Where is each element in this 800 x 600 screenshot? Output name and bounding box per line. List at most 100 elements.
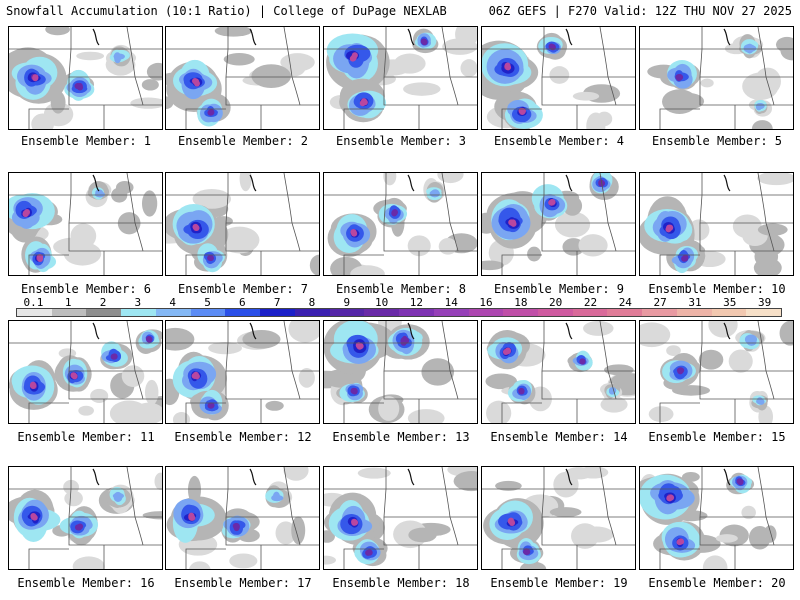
ensemble-member-map	[481, 172, 636, 276]
member-caption: Ensemble Member: 4	[493, 134, 625, 148]
snowfall-map	[640, 321, 793, 423]
color-swatch	[538, 309, 573, 316]
member-caption: Ensemble Member: 11	[17, 430, 155, 444]
color-scale-label: 39	[757, 296, 772, 309]
color-swatch	[294, 309, 330, 316]
snowfall-map	[640, 27, 793, 129]
member-caption: Ensemble Member: 5	[651, 134, 783, 148]
ensemble-member-map	[481, 320, 636, 424]
member-caption: Ensemble Member: 10	[648, 282, 786, 296]
ensemble-member-map	[323, 320, 478, 424]
ensemble-member-map	[165, 320, 320, 424]
ensemble-member-map	[8, 320, 163, 424]
color-scale-label: 24	[618, 296, 632, 309]
color-scale-label: 31	[688, 296, 702, 309]
color-scale-label: 8	[308, 296, 316, 309]
member-caption: Ensemble Member: 2	[177, 134, 309, 148]
color-swatch	[190, 309, 226, 316]
snowfall-map	[9, 173, 162, 275]
color-scale-label: 6	[239, 296, 246, 309]
ensemble-member-map	[481, 466, 636, 570]
color-scale-label: 14	[444, 296, 458, 309]
color-swatch	[468, 309, 504, 316]
color-scale-label: 18	[514, 296, 528, 309]
color-scale-label: 27	[653, 296, 667, 309]
snowfall-map	[9, 321, 162, 423]
member-caption: Ensemble Member: 7	[177, 282, 309, 296]
color-scale-label: 7	[273, 296, 281, 309]
snowfall-map	[482, 321, 635, 423]
color-swatch	[155, 309, 191, 316]
member-caption: Ensemble Member: 6	[20, 282, 152, 296]
member-caption: Ensemble Member: 9	[493, 282, 625, 296]
snowfall-map	[324, 173, 477, 275]
snowfall-map	[166, 321, 319, 423]
snowfall-map	[640, 467, 793, 569]
ensemble-member-map	[8, 26, 163, 130]
snowfall-map	[324, 467, 477, 569]
model-run-info: 06Z GEFS | F270 Valid: 12Z THU NOV 27 20…	[488, 4, 792, 18]
color-swatch	[642, 309, 677, 316]
color-swatch	[329, 309, 365, 316]
color-scale-label: 12	[409, 296, 424, 309]
snowfall-map	[482, 173, 635, 275]
color-swatch	[572, 309, 608, 316]
color-scale-label: 1	[64, 296, 72, 309]
snowfall-map	[482, 467, 635, 569]
ensemble-member-map	[323, 466, 478, 570]
color-swatch	[433, 309, 469, 316]
ensemble-member-map	[8, 172, 163, 276]
snowfall-map	[166, 27, 319, 129]
color-scale-label: 9	[343, 296, 351, 309]
snowfall-map	[9, 467, 162, 569]
color-swatch	[503, 309, 539, 316]
snowfall-map	[324, 27, 477, 129]
member-caption: Ensemble Member: 12	[174, 430, 312, 444]
chart-title: Snowfall Accumulation (10:1 Ratio) | Col…	[6, 4, 447, 18]
color-scale-label: 4	[169, 296, 176, 309]
member-caption: Ensemble Member: 19	[490, 576, 628, 590]
member-caption: Ensemble Member: 3	[335, 134, 467, 148]
color-scale-label: 10	[374, 296, 389, 309]
color-scale-label: 16	[479, 296, 493, 309]
ensemble-member-map	[8, 466, 163, 570]
member-caption: Ensemble Member: 13	[332, 430, 470, 444]
color-swatch	[607, 309, 643, 316]
color-swatch	[364, 309, 400, 316]
color-scale-label: 35	[723, 296, 737, 309]
color-swatch	[225, 309, 261, 316]
snowfall-map	[482, 27, 635, 129]
color-swatch	[711, 309, 747, 316]
member-caption: Ensemble Member: 14	[490, 430, 628, 444]
color-scale-bar	[16, 308, 782, 317]
snowfall-map	[166, 467, 319, 569]
snowfall-map	[166, 173, 319, 275]
ensemble-member-map	[165, 172, 320, 276]
member-caption: Ensemble Member: 17	[174, 576, 312, 590]
ensemble-member-map	[639, 466, 794, 570]
ensemble-member-map	[165, 26, 320, 130]
color-scale-label: 3	[134, 296, 142, 309]
ensemble-member-map	[639, 320, 794, 424]
color-swatch	[86, 309, 122, 316]
member-caption: Ensemble Member: 16	[17, 576, 155, 590]
snowfall-map	[640, 173, 793, 275]
member-caption: Ensemble Member: 15	[648, 430, 786, 444]
ensemble-member-map	[481, 26, 636, 130]
ensemble-member-map	[323, 26, 478, 130]
member-caption: Ensemble Member: 8	[335, 282, 467, 296]
color-swatch	[17, 309, 52, 316]
color-swatch	[399, 309, 434, 316]
color-scale-label: 0.1	[23, 296, 44, 309]
color-swatch	[746, 309, 782, 316]
ensemble-member-map	[323, 172, 478, 276]
color-scale-label: 22	[583, 296, 598, 309]
color-swatch	[260, 309, 295, 316]
member-caption: Ensemble Member: 1	[20, 134, 152, 148]
color-swatch	[121, 309, 156, 316]
snowfall-map	[9, 27, 162, 129]
color-scale-label: 2	[99, 296, 107, 309]
color-scale-label: 20	[549, 296, 563, 309]
color-scale-label: 5	[204, 296, 211, 309]
member-caption: Ensemble Member: 18	[332, 576, 470, 590]
